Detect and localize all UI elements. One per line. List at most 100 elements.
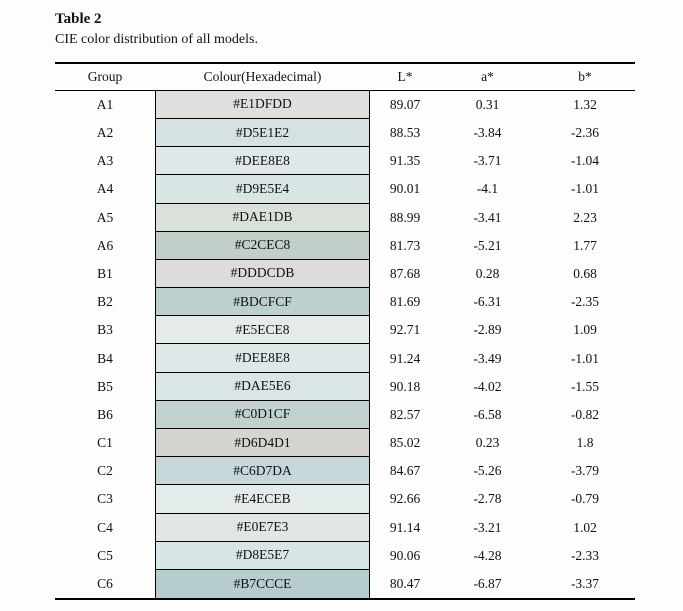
color-swatch: #DAE1DB <box>155 203 370 232</box>
lstar-value: 84.67 <box>389 463 421 479</box>
color-swatch: #D8E5E7 <box>155 541 370 570</box>
lstar-value: 89.07 <box>389 96 421 112</box>
bstar-value: -1.55 <box>570 378 600 394</box>
group-cell: B6 <box>97 406 113 422</box>
color-swatch: #DAE5E6 <box>155 372 370 401</box>
bstar-value: -1.01 <box>570 181 600 197</box>
astar-value: -4.28 <box>473 547 502 563</box>
bstar-value: 1.8 <box>576 435 594 451</box>
group-cell: A2 <box>96 125 114 141</box>
cie-color-table: Group Colour(Hexadecimal) L* a* b* A1 #E… <box>55 61 635 601</box>
group-cell: C3 <box>97 491 113 507</box>
astar-value: -3.84 <box>473 125 502 141</box>
astar-value: -4.02 <box>473 378 502 394</box>
group-cell: B3 <box>97 322 113 338</box>
color-swatch: #D6D4D1 <box>155 429 370 458</box>
lstar-value: 90.18 <box>389 378 421 394</box>
table-row: B1 #DDDCDB 87.68 0.28 0.68 <box>55 259 635 289</box>
astar-value: 0.28 <box>475 265 500 281</box>
astar-value: -6.31 <box>473 294 502 310</box>
header-bstar: b* <box>578 68 592 84</box>
table-row: B6 #C0D1CF 82.57 -6.58 -0.82 <box>55 400 635 429</box>
header-group: Group <box>87 68 123 84</box>
astar-value: 0.31 <box>475 96 500 112</box>
lstar-value: 80.47 <box>389 576 421 592</box>
color-swatch: #E1DFDD <box>155 90 370 119</box>
astar-value: -3.21 <box>473 519 502 535</box>
lstar-value: 90.01 <box>389 181 421 197</box>
astar-value: -3.71 <box>473 153 502 169</box>
bstar-value: 1.02 <box>573 519 597 535</box>
lstar-value: 81.69 <box>389 294 421 310</box>
group-cell: A6 <box>96 237 114 253</box>
table-subtitle: CIE color distribution of all models. <box>55 31 258 47</box>
color-swatch: #BDCFCF <box>155 288 370 317</box>
group-cell: A4 <box>96 181 114 197</box>
header-lstar: L* <box>397 68 413 84</box>
astar-value: 0.23 <box>475 435 500 451</box>
group-cell: C5 <box>97 547 113 563</box>
lstar-value: 88.53 <box>389 125 421 141</box>
table-body: A1 #E1DFDD 89.07 0.31 1.32 A2 #D5E1E2 88… <box>55 90 635 599</box>
lstar-value: 81.73 <box>389 237 421 253</box>
color-swatch: #E5ECE8 <box>155 316 370 345</box>
table-row: A1 #E1DFDD 89.07 0.31 1.32 <box>55 90 635 119</box>
table-row: B5 #DAE5E6 90.18 -4.02 -1.55 <box>55 372 635 401</box>
group-cell: B1 <box>97 265 113 281</box>
bstar-value: 2.23 <box>573 209 597 225</box>
group-cell: B5 <box>97 378 113 394</box>
astar-value: -6.87 <box>473 576 502 592</box>
table-row: C5 #D8E5E7 90.06 -4.28 -2.33 <box>55 541 635 570</box>
lstar-value: 91.35 <box>389 153 421 169</box>
table-row: B2 #BDCFCF 81.69 -6.31 -2.35 <box>55 288 635 317</box>
astar-value: -2.78 <box>473 491 502 507</box>
table-row: A4 #D9E5E4 90.01 -4.1 -1.01 <box>55 175 635 204</box>
lstar-value: 91.24 <box>389 350 421 366</box>
lstar-value: 90.06 <box>389 547 421 563</box>
table-row: C6 #B7CCCE 80.47 -6.87 -3.37 <box>55 569 635 599</box>
table-title: Table 2 <box>55 11 102 27</box>
group-cell: A5 <box>96 209 114 225</box>
color-swatch: #E0E7E3 <box>155 513 370 542</box>
bstar-value: -0.79 <box>570 491 600 507</box>
group-cell: A3 <box>96 153 114 169</box>
group-cell: C6 <box>97 576 113 592</box>
lstar-value: 88.99 <box>389 209 421 225</box>
bstar-value: -3.37 <box>570 576 600 592</box>
bstar-value: -3.79 <box>570 463 600 479</box>
bstar-value: -2.35 <box>570 294 600 310</box>
lstar-value: 92.71 <box>389 322 421 338</box>
bstar-value: 1.09 <box>573 322 597 338</box>
color-swatch: #DEE8E8 <box>155 147 370 176</box>
color-swatch: #B7CCCE <box>155 569 370 599</box>
color-swatch: #DEE8E8 <box>155 344 370 373</box>
color-swatch: #C6D7DA <box>155 457 370 486</box>
table-row: B3 #E5ECE8 92.71 -2.89 1.09 <box>55 316 635 345</box>
bstar-value: -2.36 <box>570 125 600 141</box>
table-row: A5 #DAE1DB 88.99 -3.41 2.23 <box>55 203 635 232</box>
astar-value: -2.89 <box>473 322 502 338</box>
group-cell: C1 <box>97 435 113 451</box>
color-swatch: #D5E1E2 <box>155 118 370 148</box>
bstar-value: -0.82 <box>570 406 600 422</box>
bstar-value: 1.32 <box>573 96 597 112</box>
bstar-value: -2.33 <box>570 547 600 563</box>
lstar-value: 92.66 <box>389 491 421 507</box>
bstar-value: -1.01 <box>570 350 600 366</box>
table-row: A2 #D5E1E2 88.53 -3.84 -2.36 <box>55 118 635 148</box>
bstar-value: 1.77 <box>573 237 597 253</box>
astar-value: -5.26 <box>473 463 502 479</box>
color-swatch: #C0D1CF <box>155 400 370 429</box>
table-row: B4 #DEE8E8 91.24 -3.49 -1.01 <box>55 344 635 373</box>
color-swatch: #C2CEC8 <box>155 231 370 260</box>
table-row: A3 #DEE8E8 91.35 -3.71 -1.04 <box>55 147 635 176</box>
lstar-value: 82.57 <box>389 406 421 422</box>
table-row: C2 #C6D7DA 84.67 -5.26 -3.79 <box>55 457 635 486</box>
header-colour-hexadecimal: Colour(Hexadecimal) <box>203 68 322 84</box>
table-header-row: Group Colour(Hexadecimal) L* a* b* <box>55 64 635 91</box>
group-cell: C2 <box>97 463 113 479</box>
color-swatch: #DDDCDB <box>155 259 370 289</box>
astar-value: -6.58 <box>473 406 502 422</box>
table-row: C4 #E0E7E3 91.14 -3.21 1.02 <box>55 513 635 542</box>
